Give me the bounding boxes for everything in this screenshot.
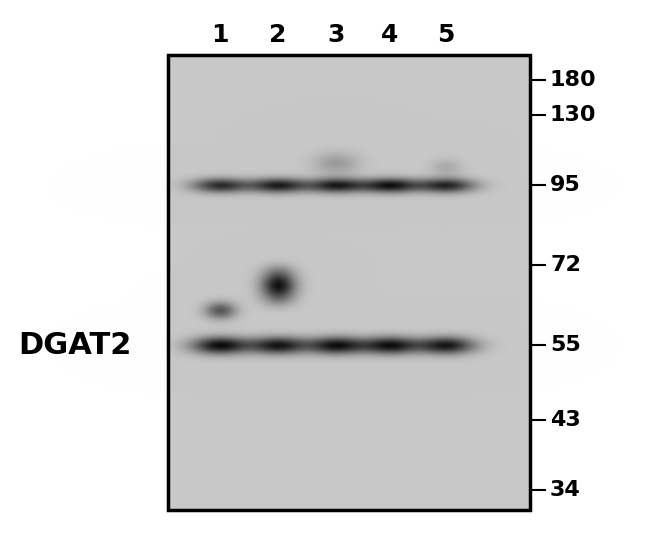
Text: 1: 1: [211, 23, 229, 47]
Bar: [168, 55, 530, 510]
Text: 180: 180: [550, 70, 597, 90]
Text: 3: 3: [328, 23, 345, 47]
Text: 55: 55: [550, 335, 580, 355]
Text: 34: 34: [550, 480, 580, 500]
Text: 2: 2: [269, 23, 287, 47]
Text: 4: 4: [382, 23, 398, 47]
Text: 95: 95: [550, 175, 580, 195]
Text: 72: 72: [550, 255, 581, 275]
Text: DGAT2: DGAT2: [18, 330, 132, 360]
Text: 43: 43: [550, 410, 580, 430]
Text: 130: 130: [550, 105, 597, 125]
Text: 5: 5: [437, 23, 455, 47]
